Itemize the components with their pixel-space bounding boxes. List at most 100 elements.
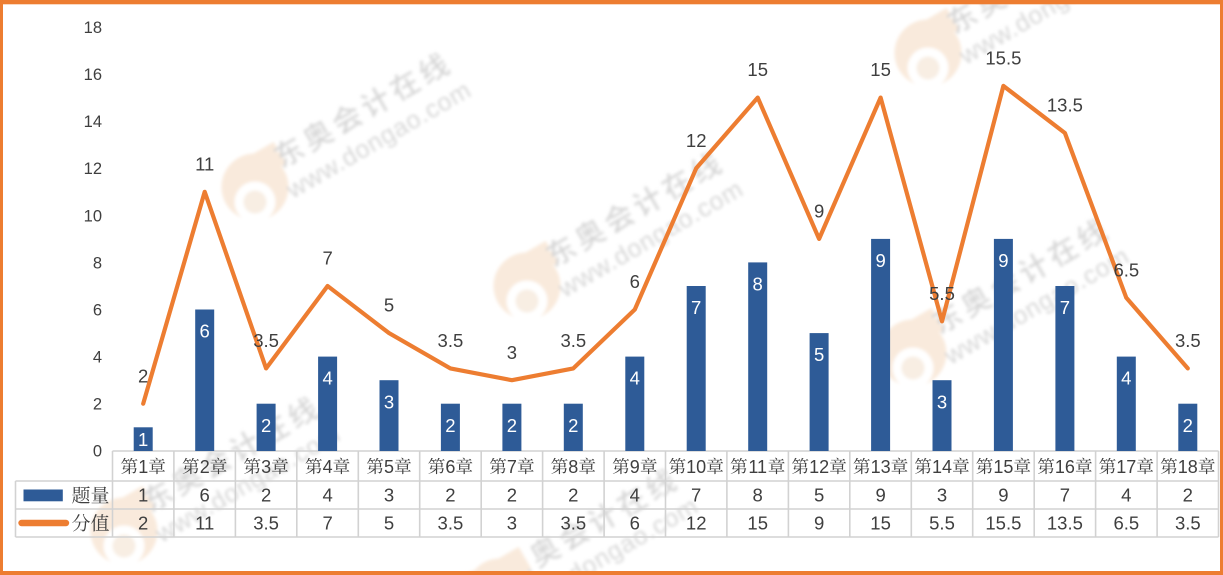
svg-text:3.5: 3.5 xyxy=(1175,330,1201,351)
svg-text:7: 7 xyxy=(322,248,332,269)
svg-text:5: 5 xyxy=(814,485,824,506)
svg-text:5.5: 5.5 xyxy=(929,283,955,304)
svg-text:2: 2 xyxy=(568,485,578,506)
svg-text:12: 12 xyxy=(809,457,829,477)
svg-text:9: 9 xyxy=(875,485,885,506)
svg-text:3: 3 xyxy=(937,391,947,412)
svg-text:1: 1 xyxy=(138,429,148,450)
svg-text:9: 9 xyxy=(814,512,824,533)
svg-text:6: 6 xyxy=(93,301,102,319)
svg-text:3: 3 xyxy=(384,391,394,412)
svg-text:13.5: 13.5 xyxy=(1047,95,1083,116)
svg-text:15: 15 xyxy=(870,512,891,533)
svg-text:5: 5 xyxy=(814,344,824,365)
svg-text:11: 11 xyxy=(195,153,214,174)
svg-text:4: 4 xyxy=(93,349,102,367)
svg-text:6: 6 xyxy=(445,457,455,477)
svg-text:3: 3 xyxy=(384,485,394,506)
svg-text:11: 11 xyxy=(748,457,767,477)
svg-text:4: 4 xyxy=(323,457,333,477)
svg-text:2: 2 xyxy=(507,415,517,436)
svg-text:5: 5 xyxy=(384,512,394,533)
svg-text:7: 7 xyxy=(691,485,701,506)
svg-text:6: 6 xyxy=(630,271,640,292)
svg-text:2: 2 xyxy=(138,512,148,533)
svg-text:15: 15 xyxy=(747,59,768,80)
svg-text:2: 2 xyxy=(445,485,455,506)
svg-text:4: 4 xyxy=(630,368,640,389)
svg-text:7: 7 xyxy=(1060,485,1070,506)
svg-text:4: 4 xyxy=(1121,485,1131,506)
svg-text:2: 2 xyxy=(261,415,271,436)
svg-text:10: 10 xyxy=(686,457,706,477)
svg-text:1: 1 xyxy=(138,457,148,477)
svg-text:9: 9 xyxy=(630,457,640,477)
svg-text:2: 2 xyxy=(1183,415,1193,436)
svg-text:7: 7 xyxy=(691,297,701,318)
svg-text:12: 12 xyxy=(686,512,707,533)
svg-text:8: 8 xyxy=(753,485,763,506)
svg-text:15.5: 15.5 xyxy=(985,48,1021,69)
svg-text:15.5: 15.5 xyxy=(985,512,1021,533)
svg-text:10: 10 xyxy=(84,207,102,225)
svg-text:16: 16 xyxy=(84,66,102,84)
svg-text:3.5: 3.5 xyxy=(438,512,464,533)
svg-text:15: 15 xyxy=(747,512,768,533)
svg-text:8: 8 xyxy=(568,457,578,477)
svg-text:15: 15 xyxy=(993,457,1013,477)
svg-text:7: 7 xyxy=(507,457,517,477)
svg-text:11: 11 xyxy=(195,512,214,533)
svg-text:3.5: 3.5 xyxy=(438,330,464,351)
svg-text:18: 18 xyxy=(84,19,102,37)
svg-text:9: 9 xyxy=(998,250,1008,271)
svg-text:5: 5 xyxy=(384,295,394,316)
svg-text:8: 8 xyxy=(93,254,102,272)
svg-text:3.5: 3.5 xyxy=(253,512,279,533)
svg-text:9: 9 xyxy=(998,485,1008,506)
svg-text:5.5: 5.5 xyxy=(929,512,955,533)
svg-text:6: 6 xyxy=(200,485,210,506)
svg-text:3: 3 xyxy=(937,485,947,506)
svg-text:8: 8 xyxy=(753,274,763,295)
svg-text:2: 2 xyxy=(445,415,455,436)
svg-text:13.5: 13.5 xyxy=(1047,512,1083,533)
svg-text:3.5: 3.5 xyxy=(253,330,279,351)
svg-text:9: 9 xyxy=(875,250,885,271)
svg-text:3.5: 3.5 xyxy=(560,330,586,351)
svg-text:13: 13 xyxy=(871,457,891,477)
svg-text:4: 4 xyxy=(630,485,640,506)
svg-text:18: 18 xyxy=(1178,457,1198,477)
svg-text:7: 7 xyxy=(1060,297,1070,318)
svg-text:7: 7 xyxy=(322,512,332,533)
svg-text:6.5: 6.5 xyxy=(1113,259,1139,280)
svg-text:3: 3 xyxy=(261,457,271,477)
svg-text:1: 1 xyxy=(138,485,148,506)
svg-text:9: 9 xyxy=(814,201,824,222)
svg-text:2: 2 xyxy=(93,396,102,414)
svg-text:2: 2 xyxy=(138,365,148,386)
svg-text:12: 12 xyxy=(84,160,102,178)
svg-text:2: 2 xyxy=(507,485,517,506)
svg-text:3.5: 3.5 xyxy=(560,512,586,533)
svg-text:3.5: 3.5 xyxy=(1175,512,1201,533)
svg-text:6: 6 xyxy=(630,512,640,533)
svg-text:3: 3 xyxy=(507,342,517,363)
svg-text:14: 14 xyxy=(932,457,952,477)
svg-text:2: 2 xyxy=(200,457,210,477)
svg-text:3: 3 xyxy=(507,512,517,533)
svg-text:15: 15 xyxy=(870,59,891,80)
svg-text:4: 4 xyxy=(322,485,332,506)
svg-text:6.5: 6.5 xyxy=(1113,512,1139,533)
svg-text:4: 4 xyxy=(1121,368,1131,389)
svg-text:12: 12 xyxy=(686,130,707,151)
svg-text:2: 2 xyxy=(568,415,578,436)
svg-text:16: 16 xyxy=(1055,457,1075,477)
svg-text:6: 6 xyxy=(200,321,210,342)
svg-text:4: 4 xyxy=(322,368,332,389)
svg-text:2: 2 xyxy=(261,485,271,506)
svg-text:2: 2 xyxy=(1183,485,1193,506)
svg-text:17: 17 xyxy=(1116,457,1136,477)
svg-text:5: 5 xyxy=(384,457,394,477)
svg-text:14: 14 xyxy=(84,113,102,131)
svg-text:0: 0 xyxy=(93,443,102,461)
